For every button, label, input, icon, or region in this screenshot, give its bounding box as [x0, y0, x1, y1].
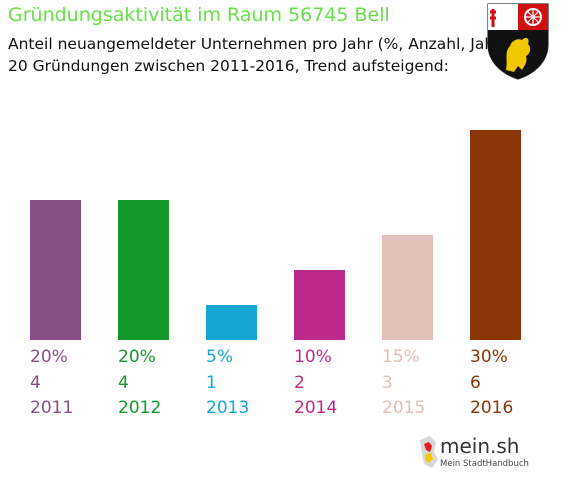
count-label-2013: 1 — [206, 373, 217, 393]
count-label-2015: 3 — [382, 373, 393, 393]
year-label-2011: 2011 — [30, 398, 74, 418]
bar-2015 — [382, 235, 433, 340]
percent-label-2016: 30% — [470, 347, 508, 367]
bar-2012 — [118, 200, 169, 340]
brand-tagline: Mein StadtHandbuch — [440, 459, 529, 469]
coat-of-arms-icon — [487, 3, 549, 80]
bar-2011 — [30, 200, 81, 340]
year-label-2015: 2015 — [382, 398, 426, 418]
count-label-2011: 4 — [30, 373, 41, 393]
year-label-2013: 2013 — [206, 398, 250, 418]
brand-logo — [416, 430, 526, 474]
brand-name: mein.sh — [440, 434, 520, 458]
percent-label-2013: 5% — [206, 347, 233, 367]
percent-label-2012: 20% — [118, 347, 156, 367]
year-label-2016: 2016 — [470, 398, 514, 418]
chart-subtitle-line1: Anteil neuangemeldeter Unternehmen pro J… — [8, 35, 507, 53]
year-label-2012: 2012 — [118, 398, 162, 418]
percent-label-2015: 15% — [382, 347, 420, 367]
chart-subtitle-line2: 20 Gründungen zwischen 2011-2016, Trend … — [8, 57, 449, 75]
percent-label-2011: 20% — [30, 347, 68, 367]
count-label-2012: 4 — [118, 373, 129, 393]
count-label-2014: 2 — [294, 373, 305, 393]
chart-title: Gründungsaktivität im Raum 56745 Bell — [8, 4, 390, 26]
bar-2013 — [206, 305, 257, 340]
count-label-2016: 6 — [470, 373, 481, 393]
bar-2014 — [294, 270, 345, 340]
year-label-2014: 2014 — [294, 398, 338, 418]
percent-label-2014: 10% — [294, 347, 332, 367]
bar-2016 — [470, 130, 521, 340]
